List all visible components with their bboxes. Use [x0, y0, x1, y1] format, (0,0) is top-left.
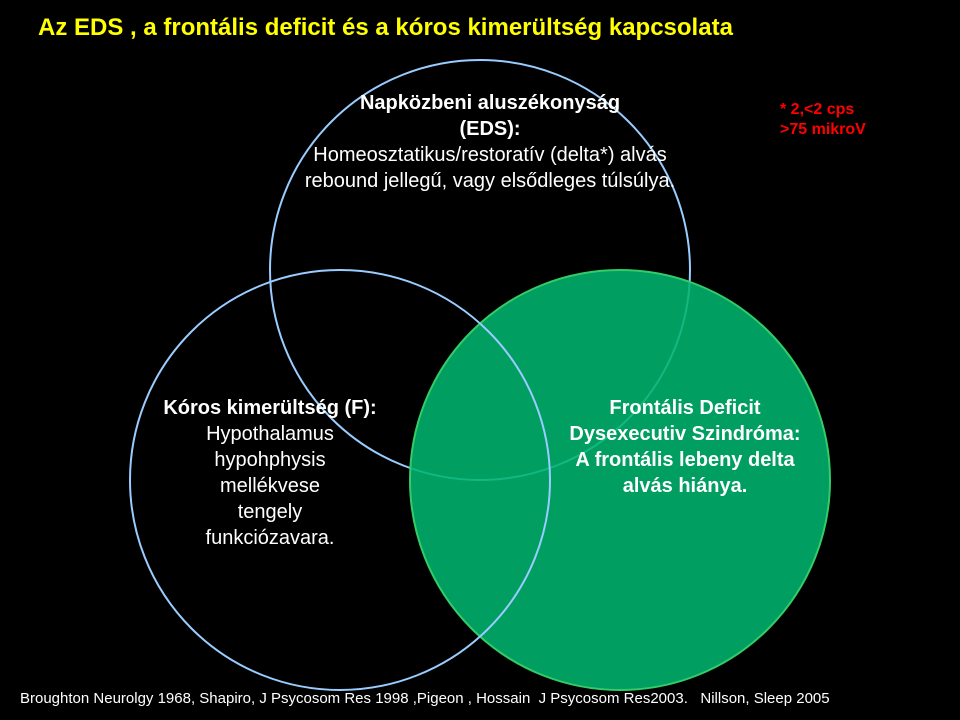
- diagram-stage: Az EDS , a frontális deficit és a kóros …: [0, 0, 960, 720]
- annotation-text: * 2,<2 cps >75 mikroV: [780, 100, 866, 140]
- citation-footer: Broughton Neurolgy 1968, Shapiro, J Psyc…: [20, 690, 830, 707]
- venn-text-right: Frontális DeficitDysexecutiv Szindróma:A…: [540, 395, 830, 499]
- venn-text-top: Napközbeni aluszékonyság(EDS):Homeosztat…: [300, 90, 680, 194]
- venn-text-left: Kóros kimerültség (F):Hypothalamushypohp…: [130, 395, 410, 551]
